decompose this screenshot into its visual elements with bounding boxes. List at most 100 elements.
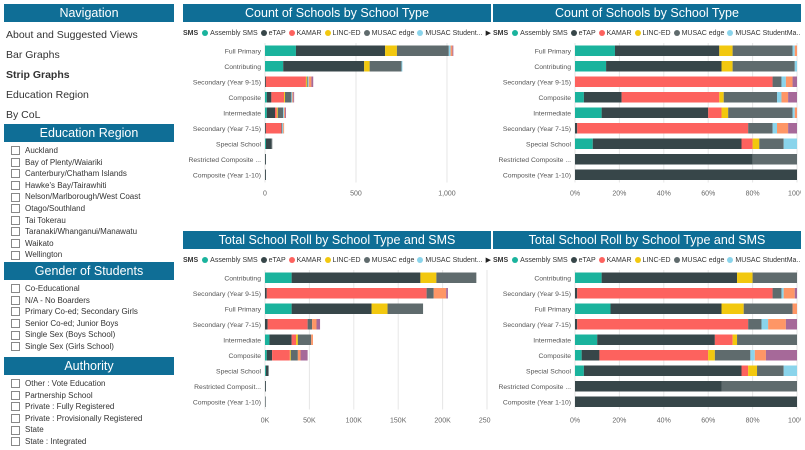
bar-segment-etap[interactable] [265, 396, 266, 408]
filter-option-nelson-marlborough-west-coast[interactable]: Nelson/Marlborough/West Coast [4, 191, 174, 203]
bar-segment-purple[interactable] [316, 319, 321, 330]
bar-segment-linc-ed[interactable] [737, 272, 753, 284]
bar-segment-linc-ed[interactable] [420, 272, 437, 284]
legend-item-musac-student[interactable]: MUSAC Student... [417, 30, 483, 37]
bar-segment-musac-edge[interactable] [732, 61, 795, 72]
bar-segment-other[interactable] [781, 92, 789, 103]
bar-segment-purple[interactable] [794, 288, 797, 299]
bar-segment-etap[interactable] [581, 350, 600, 361]
bar-segment-linc-ed[interactable] [721, 303, 744, 315]
bar-segment-musac-edge[interactable] [759, 138, 784, 150]
bar-segment-etap[interactable] [265, 154, 266, 165]
legend-item-kamar[interactable]: KAMAR [288, 257, 322, 264]
legend-item-musac-student[interactable]: MUSAC Student... [417, 257, 483, 264]
checkbox[interactable] [11, 169, 20, 179]
bar-segment-musac-studentma[interactable] [772, 123, 778, 134]
bar-segment-etap[interactable] [283, 61, 365, 72]
bar-segment-kamar[interactable] [577, 123, 749, 134]
filter-option-single-sex-boys-school[interactable]: Single Sex (Boys School) [4, 329, 174, 341]
bar-segment-musac-edge[interactable] [297, 334, 312, 346]
filter-option-single-sex-girls-school[interactable]: Single Sex (Girls School) [4, 341, 174, 353]
bar-segment-musac-edge[interactable] [271, 138, 273, 150]
bar-segment-kamar[interactable] [575, 76, 773, 88]
bar-segment-assembly-sms[interactable] [265, 92, 267, 103]
bar-segment-purple[interactable] [788, 123, 797, 134]
bar-segment-purple[interactable] [311, 76, 314, 88]
filter-option-primary-co-ed-secondary-girls[interactable]: Primary Co-ed; Secondary Girls [4, 306, 174, 318]
bar-segment-musac-edge[interactable] [757, 365, 784, 377]
filter-option-bay-of-plenty-waiariki[interactable]: Bay of Plenty/Waiariki [4, 157, 174, 169]
checkbox[interactable] [11, 414, 20, 424]
bar-segment-musac-studentma[interactable] [794, 61, 797, 72]
nav-item-bar-graphs[interactable]: Bar Graphs [6, 49, 60, 61]
bar-segment-linc-ed[interactable] [284, 92, 286, 103]
bar-segment-etap[interactable] [597, 334, 715, 346]
bar-segment-other[interactable] [450, 45, 453, 57]
bar-segment-kamar[interactable] [275, 107, 277, 119]
legend-item-musac-studentma[interactable]: MUSAC StudentMa... [727, 257, 801, 264]
filter-option-private-provisionally-registered[interactable]: Private : Provisionally Registered [4, 413, 174, 425]
bar-segment-purple[interactable] [785, 319, 797, 330]
bar-segment-assembly-sms[interactable] [265, 365, 266, 377]
bar-segment-other[interactable] [308, 76, 312, 88]
bar-segment-kamar[interactable] [708, 107, 722, 119]
bar-segment-assembly-sms[interactable] [575, 92, 584, 103]
bar-segment-kamar[interactable] [267, 319, 308, 330]
filter-option-waikato[interactable]: Waikato [4, 238, 174, 250]
bar-segment-kamar[interactable] [265, 123, 282, 134]
bar-segment-other[interactable] [794, 107, 797, 119]
bar-segment-etap[interactable] [266, 350, 273, 361]
bar-segment-etap[interactable] [265, 169, 266, 181]
bar-segment-other[interactable] [754, 350, 766, 361]
bar-segment-musac-edge[interactable] [426, 288, 434, 299]
bar-segment-other[interactable] [297, 350, 301, 361]
filter-option-wellington[interactable]: Wellington [4, 249, 174, 261]
bar-segment-linc-ed[interactable] [296, 334, 298, 346]
legend-item-linc-ed[interactable]: LINC-ED [634, 257, 671, 264]
bar-segment-linc-ed[interactable] [708, 350, 715, 361]
bar-segment-other[interactable] [794, 45, 797, 57]
bar-segment-linc-ed[interactable] [719, 45, 733, 57]
checkbox[interactable] [11, 425, 20, 435]
bar-segment-etap[interactable] [269, 334, 292, 346]
bar-segment-assembly-sms[interactable] [265, 61, 284, 72]
bar-segment-musac-studentma[interactable] [750, 350, 755, 361]
bar-segment-etap[interactable] [295, 45, 386, 57]
bar-segment-etap[interactable] [265, 365, 269, 377]
bar-segment-musac-student[interactable] [448, 45, 451, 57]
bar-segment-linc-ed[interactable] [719, 92, 724, 103]
bar-segment-etap[interactable] [575, 396, 797, 408]
bar-segment-etap[interactable] [575, 154, 753, 165]
bar-segment-musac-edge[interactable] [369, 61, 402, 72]
bar-segment-linc-ed[interactable] [364, 61, 370, 72]
bar-segment-etap[interactable] [575, 319, 578, 330]
checkbox[interactable] [11, 181, 20, 191]
bar-segment-purple[interactable] [788, 92, 797, 103]
bar-segment-purple[interactable] [446, 288, 448, 299]
checkbox[interactable] [11, 402, 20, 412]
bar-segment-etap[interactable] [265, 381, 266, 392]
bar-segment-musac-edge[interactable] [721, 381, 797, 392]
filter-option-private-fully-registered[interactable]: Private : Fully Registered [4, 401, 174, 413]
bar-segment-musac-studentma[interactable] [792, 107, 795, 119]
bar-segment-musac-edge[interactable] [752, 154, 797, 165]
legend-item-musac-edge[interactable]: MUSAC edge [363, 30, 414, 37]
bar-segment-musac-student[interactable] [401, 61, 403, 72]
bar-segment-assembly-sms[interactable] [575, 272, 602, 284]
bar-segment-assembly-sms[interactable] [265, 272, 292, 284]
bar-segment-kamar[interactable] [621, 92, 720, 103]
bar-segment-other[interactable] [283, 123, 285, 134]
bar-segment-linc-ed[interactable] [721, 61, 733, 72]
bar-segment-musac-studentma[interactable] [781, 288, 784, 299]
bar-segment-kamar[interactable] [271, 92, 285, 103]
bar-segment-assembly-sms[interactable] [575, 61, 607, 72]
bar-segment-musac-edge[interactable] [737, 334, 797, 346]
bar-segment-purple[interactable] [285, 107, 286, 119]
bar-segment-musac-edge[interactable] [714, 350, 751, 361]
bar-segment-other[interactable] [792, 303, 797, 315]
filter-option-tai-tokerau[interactable]: Tai Tokerau [4, 215, 174, 227]
checkbox[interactable] [11, 295, 20, 305]
checkbox[interactable] [11, 250, 20, 260]
bar-segment-linc-ed[interactable] [371, 303, 388, 315]
bar-segment-etap[interactable] [583, 92, 622, 103]
